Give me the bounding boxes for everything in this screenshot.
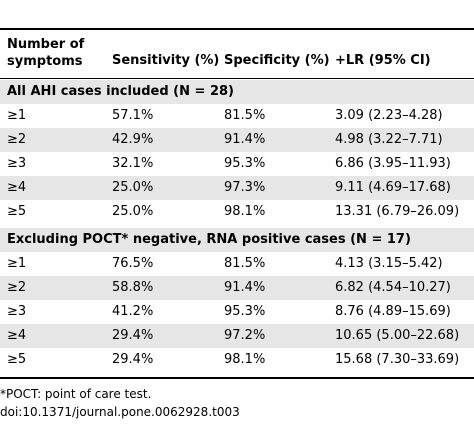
- cell-sensitivity: 29.4%: [112, 352, 154, 367]
- cell-sensitivity: 42.9%: [112, 132, 154, 147]
- table-row: ≥3 41.2% 95.3% 8.76 (4.89–15.69): [0, 300, 474, 324]
- cell-lr: 9.11 (4.69–17.68): [335, 180, 451, 195]
- header-number-of-symptoms-line1: Number of: [7, 37, 85, 52]
- cell-specificity: 81.5%: [224, 256, 266, 271]
- table-row: ≥4 29.4% 97.2% 10.65 (5.00–22.68): [0, 324, 474, 348]
- table-row: ≥2 58.8% 91.4% 6.82 (4.54–10.27): [0, 276, 474, 300]
- cell-lr: 6.82 (4.54–10.27): [335, 280, 451, 295]
- cell-lr: 3.09 (2.23–4.28): [335, 108, 443, 123]
- cell-lr: 6.86 (3.95–11.93): [335, 156, 451, 171]
- cell-sensitivity: 25.0%: [112, 180, 154, 195]
- cell-lr: 10.65 (5.00–22.68): [335, 328, 460, 343]
- cell-symptoms: ≥5: [7, 204, 27, 219]
- header-number-of-symptoms-line2: symptoms: [7, 54, 83, 69]
- cell-specificity: 97.2%: [224, 328, 266, 343]
- header-positive-likelihood-ratio: +LR (95% CI): [335, 53, 431, 68]
- table-row: ≥1 57.1% 81.5% 3.09 (2.23–4.28): [0, 104, 474, 128]
- cell-sensitivity: 32.1%: [112, 156, 154, 171]
- table-row: ≥4 25.0% 97.3% 9.11 (4.69–17.68): [0, 176, 474, 200]
- cell-specificity: 91.4%: [224, 280, 266, 295]
- footnote-doi: doi:10.1371/journal.pone.0062928.t003: [0, 405, 240, 419]
- cell-sensitivity: 41.2%: [112, 304, 154, 319]
- cell-specificity: 97.3%: [224, 180, 266, 195]
- cell-lr: 8.76 (4.89–15.69): [335, 304, 451, 319]
- cell-sensitivity: 25.0%: [112, 204, 154, 219]
- cell-symptoms: ≥4: [7, 180, 27, 195]
- table-row: ≥1 76.5% 81.5% 4.13 (3.15–5.42): [0, 252, 474, 276]
- cell-specificity: 98.1%: [224, 352, 266, 367]
- table-row: ≥3 32.1% 95.3% 6.86 (3.95–11.93): [0, 152, 474, 176]
- header-rule: [0, 78, 474, 79]
- header-sensitivity: Sensitivity (%): [112, 53, 220, 68]
- cell-symptoms: ≥4: [7, 328, 27, 343]
- header-number-of-symptoms: Number of symptoms: [7, 36, 107, 70]
- cell-specificity: 98.1%: [224, 204, 266, 219]
- cell-specificity: 95.3%: [224, 304, 266, 319]
- header-specificity: Specificity (%): [224, 53, 330, 68]
- cell-symptoms: ≥1: [7, 256, 27, 271]
- cell-symptoms: ≥3: [7, 156, 27, 171]
- cell-lr: 4.13 (3.15–5.42): [335, 256, 443, 271]
- cell-specificity: 91.4%: [224, 132, 266, 147]
- cell-sensitivity: 76.5%: [112, 256, 154, 271]
- cell-lr: 4.98 (3.22–7.71): [335, 132, 443, 147]
- cell-sensitivity: 58.8%: [112, 280, 154, 295]
- cell-lr: 13.31 (6.79–26.09): [335, 204, 460, 219]
- section-title-excluding-poct: Excluding POCT* negative, RNA positive c…: [0, 228, 474, 252]
- section-title-all-cases: All AHI cases included (N = 28): [0, 80, 474, 104]
- table-top-rule: [0, 28, 474, 30]
- cell-symptoms: ≥3: [7, 304, 27, 319]
- cell-symptoms: ≥1: [7, 108, 27, 123]
- cell-symptoms: ≥2: [7, 280, 27, 295]
- footnote-poct: *POCT: point of care test.: [0, 387, 152, 401]
- cell-specificity: 95.3%: [224, 156, 266, 171]
- cell-lr: 15.68 (7.30–33.69): [335, 352, 460, 367]
- cell-symptoms: ≥5: [7, 352, 27, 367]
- cell-sensitivity: 29.4%: [112, 328, 154, 343]
- cell-specificity: 81.5%: [224, 108, 266, 123]
- cell-sensitivity: 57.1%: [112, 108, 154, 123]
- table-row: ≥5 25.0% 98.1% 13.31 (6.79–26.09): [0, 200, 474, 224]
- table-row: ≥5 29.4% 98.1% 15.68 (7.30–33.69): [0, 348, 474, 372]
- table-bottom-rule: [0, 377, 474, 379]
- table-row: ≥2 42.9% 91.4% 4.98 (3.22–7.71): [0, 128, 474, 152]
- cell-symptoms: ≥2: [7, 132, 27, 147]
